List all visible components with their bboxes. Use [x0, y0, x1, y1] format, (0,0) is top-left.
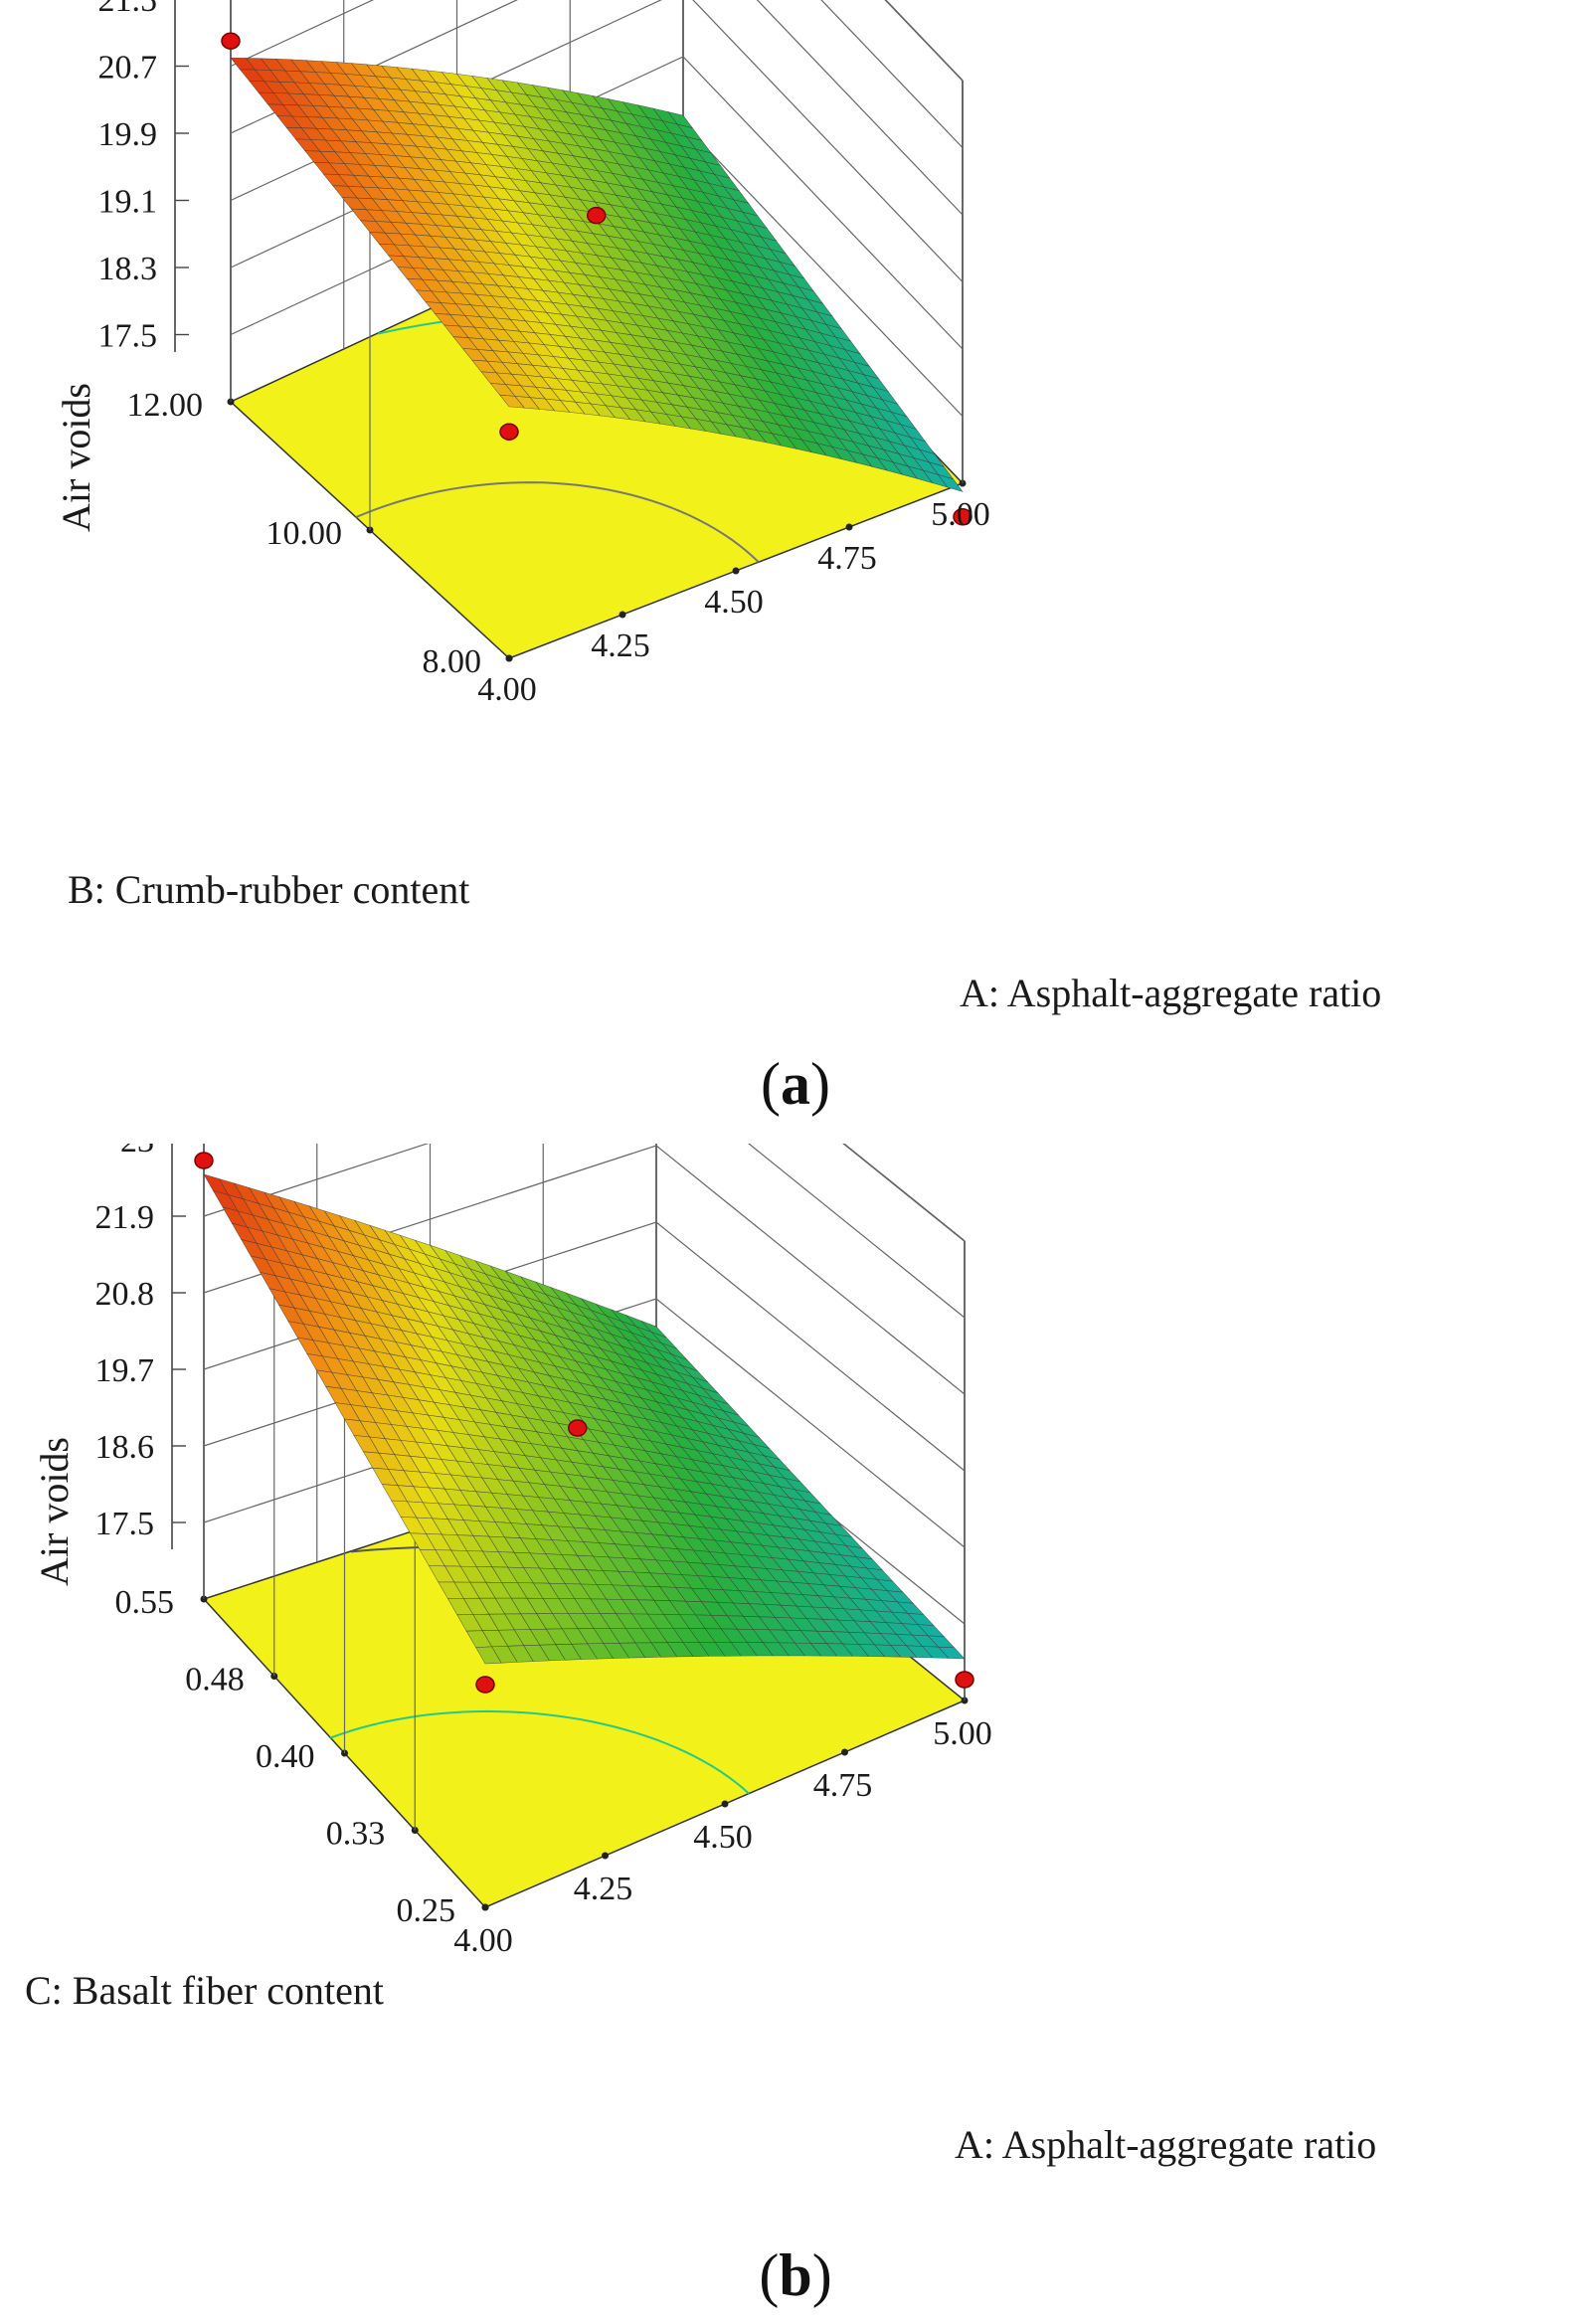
x-tick-label: 4.25: [591, 627, 650, 664]
z-tick-label: 19.1: [98, 184, 158, 221]
z-axis-title: Air voids: [32, 1437, 77, 1586]
wall-gridline: [203, 1144, 966, 1319]
x-tick-label: 4.00: [477, 671, 537, 708]
y-tick-label: 0.25: [397, 1892, 456, 1929]
x-tick: [619, 611, 626, 619]
z-tick-label: 21.5: [98, 0, 158, 19]
x-axis-title: A: Asphalt-aggregate ratio: [955, 2122, 1376, 2167]
z-tick-label: 23: [120, 1144, 154, 1160]
z-tick-label: 20.8: [95, 1276, 155, 1313]
surface-plot-a: Air voids A: Asphalt-aggregate ratio B: …: [0, 0, 1591, 1124]
z-tick-label: 19.9: [98, 116, 158, 153]
y-tick-label: 0.48: [185, 1662, 245, 1698]
y-axis-title: B: Crumb-rubber content: [68, 867, 469, 912]
x-tick-label: 5.00: [933, 1715, 992, 1752]
design-point: [568, 1419, 588, 1437]
y-tick: [481, 1903, 489, 1911]
caption-b: (b): [759, 2242, 831, 2308]
z-tick-label: 17.5: [95, 1506, 155, 1542]
z-tick-label: 17.5: [98, 318, 158, 355]
z-tick-label: 21.9: [95, 1199, 155, 1236]
design-point: [499, 423, 519, 441]
x-axis-title: A: Asphalt-aggregate ratio: [960, 971, 1381, 1015]
wall-gridline: [230, 0, 964, 216]
y-axis-title: C: Basalt fiber content: [25, 1968, 384, 2013]
x-tick: [732, 567, 740, 575]
x-tick-label: 4.50: [693, 1819, 753, 1856]
z-tick-label: 18.3: [98, 251, 158, 287]
y-tick: [505, 654, 513, 662]
x-tick-label: 4.25: [574, 1871, 633, 1907]
surface-cell: [475, 1646, 502, 1665]
z-tick-label: 18.6: [95, 1429, 155, 1466]
design-point: [475, 1676, 495, 1694]
x-tick: [841, 1748, 848, 1756]
x-tick-label: 4.50: [704, 584, 764, 621]
design-point: [194, 1152, 214, 1169]
wall-top-edge: [842, 1144, 966, 1242]
surface-cell: [499, 394, 525, 409]
design-point: [955, 1671, 974, 1689]
x-tick: [721, 1800, 729, 1808]
x-tick-label: 4.75: [813, 1767, 873, 1804]
x-tick-label: 4.00: [453, 1922, 513, 1959]
z-axis-title: Air voids: [54, 383, 98, 532]
y-tick-label: 0.55: [115, 1584, 175, 1621]
y-tick-label: 0.33: [326, 1816, 386, 1853]
wall-gridline: [842, 1144, 966, 1242]
caption-a: (a): [761, 1051, 830, 1117]
x-tick: [602, 1852, 609, 1860]
floor-contour: [355, 481, 760, 563]
y-tick-label: 0.40: [256, 1738, 315, 1775]
y-tick-label: 8.00: [423, 643, 482, 680]
x-tick-label: 5.00: [931, 496, 990, 533]
y-tick-label: 12.00: [127, 387, 204, 424]
x-tick-label: 4.75: [817, 540, 877, 577]
y-tick-label: 10.00: [266, 515, 343, 552]
design-point: [953, 508, 972, 526]
surface-plot-a-canvas: Air voids A: Asphalt-aggregate ratio B: …: [54, 0, 1381, 1117]
wall-gridline: [230, 0, 964, 148]
design-point: [587, 206, 607, 225]
surface-plot-b-canvas: Air voids A: Asphalt-aggregate ratio C: …: [25, 1144, 1376, 2308]
x-tick: [845, 523, 853, 531]
z-tick-label: 20.7: [98, 50, 158, 87]
design-point: [221, 32, 241, 50]
surface-plot-b: Air voids A: Asphalt-aggregate ratio C: …: [0, 1144, 1591, 2324]
z-tick-label: 19.7: [95, 1352, 155, 1389]
floor-contour: [330, 1709, 750, 1795]
